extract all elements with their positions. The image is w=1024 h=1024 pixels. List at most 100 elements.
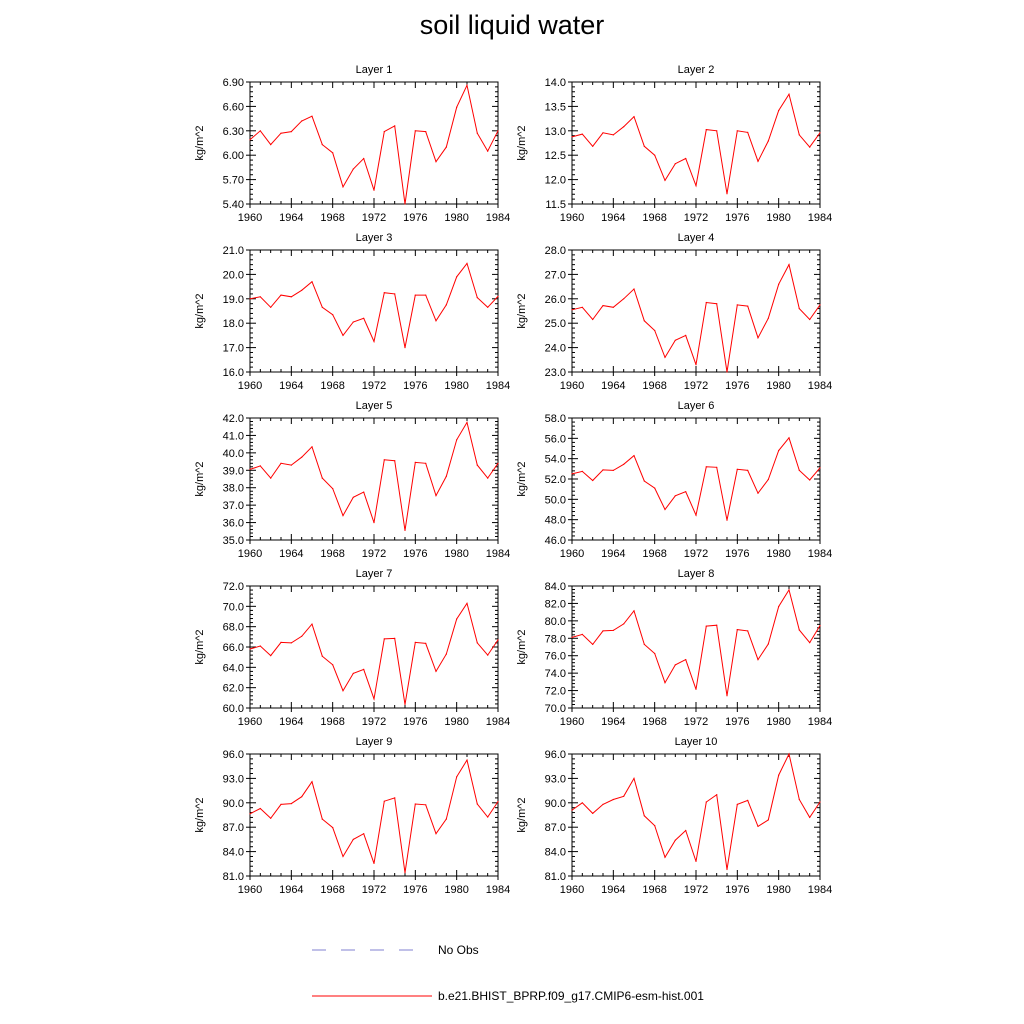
y-tick-label: 46.0 <box>545 535 566 547</box>
data-point <box>476 803 478 805</box>
data-point <box>809 318 811 321</box>
data-point <box>633 116 635 118</box>
x-tick-label: 1964 <box>601 380 625 392</box>
data-point <box>716 303 718 305</box>
data-point <box>778 774 780 776</box>
data-point <box>259 296 261 298</box>
chart-panel-4: Layer 4kg/m^228.027.026.025.024.023.0196… <box>516 232 832 392</box>
data-point <box>311 781 313 783</box>
data-point <box>726 193 728 195</box>
data-point <box>819 304 821 306</box>
panel-title: Layer 5 <box>356 400 393 412</box>
y-tick-label: 96.0 <box>545 749 566 761</box>
data-point <box>654 154 656 156</box>
data-point <box>373 862 375 865</box>
data-point <box>404 203 406 205</box>
data-point <box>747 630 749 632</box>
y-tick-label: 50.0 <box>545 494 566 506</box>
data-point <box>767 140 769 142</box>
y-tick-label: 5.40 <box>223 199 244 211</box>
x-tick-label: 1968 <box>320 548 344 560</box>
panel-title: Layer 7 <box>356 568 393 580</box>
data-point <box>664 682 666 684</box>
data-point <box>363 833 365 835</box>
series-line <box>249 421 499 531</box>
y-axis-label: kg/m^2 <box>516 293 528 328</box>
data-point <box>581 470 583 472</box>
x-tick-label: 1972 <box>362 716 386 728</box>
data-point <box>674 495 676 497</box>
data-point <box>674 339 676 341</box>
data-point <box>404 347 406 349</box>
data-point <box>290 464 292 466</box>
data-point <box>592 812 594 815</box>
y-tick-label: 38.0 <box>223 483 244 495</box>
y-tick-label: 13.5 <box>545 101 566 113</box>
y-tick-label: 21.0 <box>223 245 244 257</box>
data-point <box>581 306 583 308</box>
x-tick-label: 1964 <box>279 380 303 392</box>
y-tick-label: 13.0 <box>545 126 566 138</box>
x-tick-label: 1980 <box>444 548 468 560</box>
data-point <box>643 320 645 322</box>
data-point <box>809 146 811 148</box>
data-point <box>435 161 437 163</box>
data-point <box>425 131 427 133</box>
data-point <box>301 289 303 291</box>
data-point <box>809 479 811 481</box>
data-point <box>249 468 251 470</box>
data-point <box>456 618 458 620</box>
data-point <box>664 356 666 358</box>
data-point <box>383 638 385 640</box>
data-point <box>654 825 656 827</box>
data-point <box>788 437 790 439</box>
data-point <box>476 297 478 299</box>
x-tick-label: 1984 <box>808 212 832 224</box>
data-point <box>394 125 396 127</box>
plot-frame <box>249 585 499 709</box>
data-point <box>571 309 573 311</box>
data-point <box>602 630 604 632</box>
x-tick-label: 1980 <box>766 716 790 728</box>
data-point <box>747 799 749 802</box>
data-point <box>643 145 645 147</box>
data-point <box>592 479 594 482</box>
x-tick-label: 1976 <box>725 548 749 560</box>
y-tick-label: 84.0 <box>223 847 244 859</box>
data-point <box>363 317 365 319</box>
x-tick-label: 1968 <box>320 884 344 896</box>
x-tick-label: 1976 <box>403 884 427 896</box>
x-tick-label: 1984 <box>808 380 832 392</box>
x-tick-label: 1984 <box>486 884 510 896</box>
x-tick-label: 1968 <box>320 716 344 728</box>
data-point <box>819 132 821 134</box>
x-tick-label: 1964 <box>601 884 625 896</box>
data-point <box>435 833 437 835</box>
x-tick-label: 1968 <box>642 716 666 728</box>
data-point <box>497 130 499 132</box>
data-point <box>664 179 666 181</box>
data-point <box>270 144 272 146</box>
data-point <box>445 818 447 820</box>
data-point <box>726 868 728 871</box>
data-point <box>705 625 707 627</box>
x-tick-label: 1976 <box>725 212 749 224</box>
data-point <box>716 130 718 132</box>
data-point <box>633 610 635 612</box>
y-tick-label: 12.0 <box>545 175 566 187</box>
chart-panel-9: Layer 9kg/m^296.093.090.087.084.081.0196… <box>194 736 510 896</box>
data-point <box>249 648 251 650</box>
y-tick-label: 74.0 <box>545 668 566 680</box>
plot-frame <box>571 417 821 541</box>
x-tick-label: 1972 <box>684 548 708 560</box>
x-tick-label: 1984 <box>486 380 510 392</box>
data-point <box>290 803 292 805</box>
data-point <box>311 115 313 117</box>
data-point <box>466 759 468 761</box>
y-tick-label: 84.0 <box>545 847 566 859</box>
data-point <box>445 146 447 148</box>
data-point <box>788 753 790 755</box>
chart-panel-6: Layer 6 kg/m^2 58.0 56.0 54.0 52.0 50.0 48.0 46.… <box>516 400 832 560</box>
data-point <box>321 477 323 479</box>
panel-title: Layer 6 <box>678 400 715 412</box>
